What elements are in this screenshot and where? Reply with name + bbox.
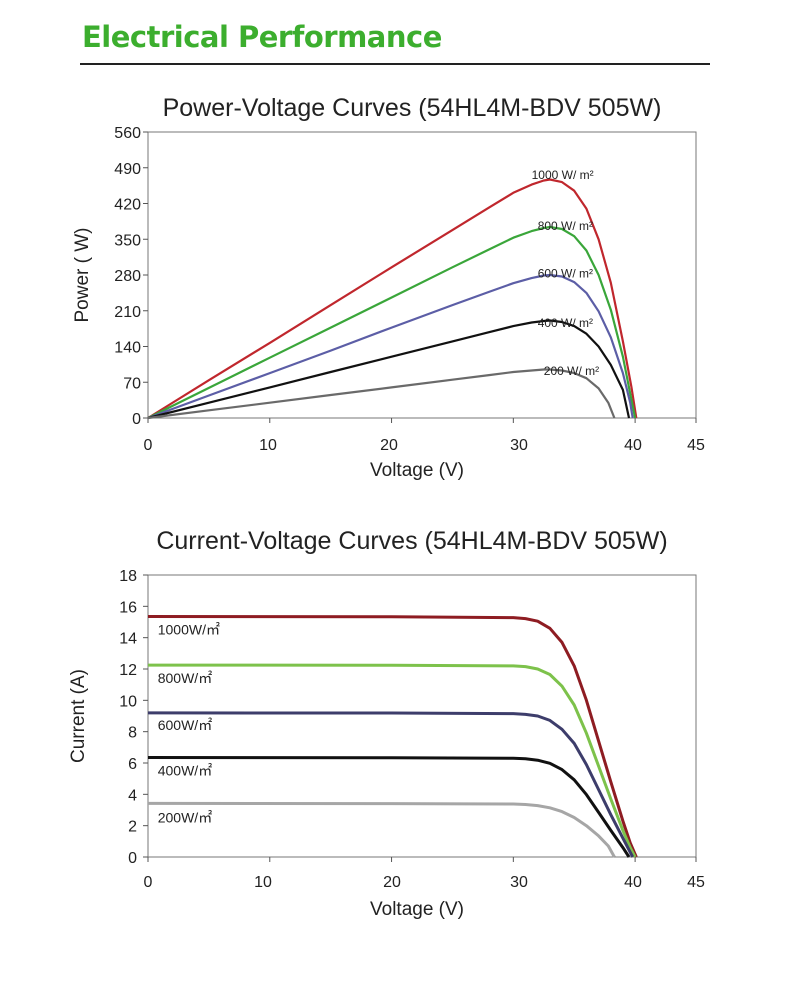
chart-2-y-tick-label: 18: [119, 568, 137, 585]
chart-2-x-axis-label: Voltage (V): [370, 899, 464, 920]
chart-2-x-tick-label: 20: [383, 874, 401, 891]
chart-1-x-tick-label: 10: [259, 437, 277, 454]
chart-2-series-line: [147, 756, 631, 858]
chart-2-x-tick-label: 45: [687, 874, 705, 891]
chart-1-series-line: [147, 273, 634, 420]
chart-1-series-line: [147, 319, 631, 420]
heading-divider: [80, 63, 710, 65]
chart-2-series-label: 800W/㎡: [158, 670, 212, 686]
page-heading: Electrical Performance: [82, 20, 442, 54]
chart-1-x-tick-label: 20: [380, 437, 398, 454]
chart-2-x-tick-label: 30: [510, 874, 528, 891]
chart-1-x-tick-label: 45: [687, 437, 705, 454]
chart-1-x-axis-label: Voltage (V): [370, 460, 464, 481]
chart-1-y-tick-label: 350: [114, 232, 141, 249]
chart-2-series-label: 400W/㎡: [158, 763, 212, 779]
chart-2-series-line: [147, 801, 616, 858]
chart-2-y-axis-label: Current (A): [68, 669, 89, 763]
chart-2-y-tick-label: 14: [119, 631, 137, 648]
chart-1-y-tick-label: 490: [114, 161, 141, 178]
chart-1-plot-frame: [147, 131, 697, 419]
chart-2-series-label: 600W/㎡: [158, 717, 212, 733]
chart-2-series-line: [147, 711, 635, 858]
chart-2-series-label: 1000W/㎡: [158, 622, 220, 638]
chart-1-y-tick-label: 280: [114, 268, 141, 285]
chart-2-y-tick-label: 16: [119, 599, 137, 616]
chart-1-series-label: 1000 W/ m²: [532, 168, 594, 182]
chart-1-series-label: 400 W/ m²: [538, 316, 593, 330]
chart-2-y-tick-label: 4: [128, 787, 137, 804]
chart-1-series-line: [147, 225, 637, 419]
chart-2-plot-frame: [147, 574, 697, 858]
chart-1-x-tick-label: 40: [624, 437, 642, 454]
chart-1-series-line: [147, 368, 616, 420]
chart-2-title: Current-Voltage Curves (54HL4M-BDV 505W): [156, 527, 667, 555]
chart-1-x-tick-label: 30: [510, 437, 528, 454]
chart-1-x-tick-label: 0: [144, 437, 153, 454]
chart-2-y-tick-label: 8: [128, 725, 137, 742]
chart-1-y-tick-label: 70: [123, 375, 141, 392]
chart-2-y-tick-label: 2: [128, 819, 137, 836]
chart-1-y-tick-label: 210: [114, 304, 141, 321]
chart-1-series-line: [147, 178, 638, 419]
chart-1-series-label: 600 W/ m²: [538, 267, 593, 281]
chart-2-series-line: [147, 615, 638, 858]
chart-2-y-tick-label: 0: [128, 850, 137, 867]
chart-1-y-tick-label: 0: [132, 411, 141, 428]
chart-1-y-tick-label: 560: [114, 125, 141, 142]
chart-1-y-axis-label: Power ( W): [72, 228, 93, 323]
chart-2-y-tick-label: 10: [119, 693, 137, 710]
chart-2-y-tick-label: 12: [119, 662, 137, 679]
chart-2-x-tick-label: 10: [254, 874, 272, 891]
chart-2-series-line: [147, 663, 637, 858]
chart-1-y-tick-label: 420: [114, 197, 141, 214]
chart-2-x-tick-label: 0: [144, 874, 153, 891]
chart-2-x-tick-label: 40: [624, 874, 642, 891]
chart-2-y-tick-label: 6: [128, 756, 137, 773]
chart-1-title: Power-Voltage Curves (54HL4M-BDV 505W): [163, 94, 662, 122]
chart-1-y-tick-label: 140: [114, 340, 141, 357]
chart-1-series-label: 800 W/ m²: [538, 219, 593, 233]
chart-2-series-label: 200W/㎡: [158, 810, 212, 826]
chart-1-series-label: 200 W/ m²: [544, 364, 599, 378]
